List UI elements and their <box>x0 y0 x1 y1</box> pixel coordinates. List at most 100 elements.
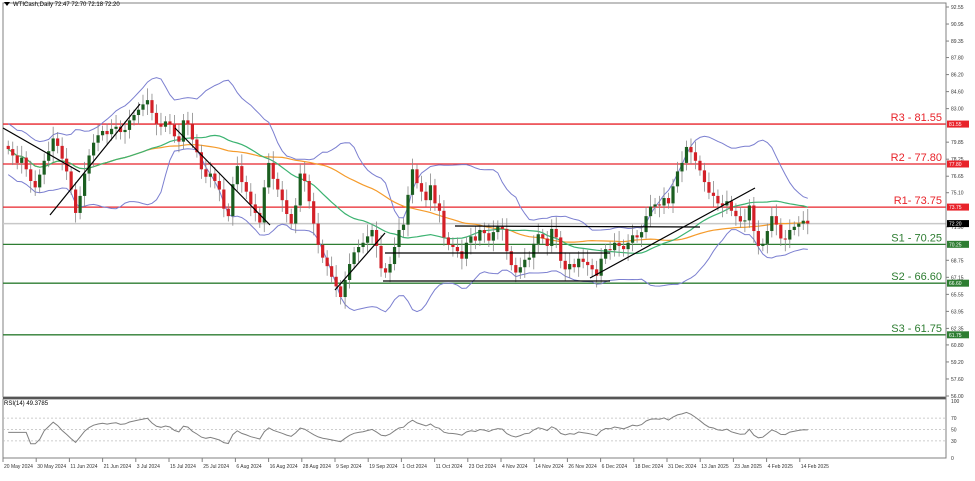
trendline[interactable] <box>334 232 386 291</box>
current-price-tag-text: 72.20 <box>949 222 962 228</box>
candle-body <box>806 220 810 224</box>
trendline[interactable] <box>174 127 271 226</box>
level-label-s3: S3 - 61.75 <box>891 323 942 335</box>
candle-body <box>424 191 428 201</box>
candle-body <box>69 171 73 190</box>
candle-body <box>626 242 630 250</box>
candle-body <box>312 201 316 224</box>
candle-body <box>150 100 154 113</box>
x-axis-label: 11 Jun 2024 <box>70 464 97 470</box>
trendline[interactable] <box>2 127 81 173</box>
candle-body <box>514 265 518 273</box>
candle-body <box>244 182 248 192</box>
candle-body <box>509 251 513 266</box>
candle-body <box>208 173 212 177</box>
candle-body <box>523 259 527 268</box>
candle-body <box>770 216 774 232</box>
collapse-triangle-icon[interactable] <box>4 2 10 7</box>
candle-body <box>711 192 716 196</box>
y-axis-label: 60.80 <box>951 343 964 349</box>
candle-body <box>469 236 473 243</box>
candle-body <box>87 155 91 174</box>
candle-body <box>222 189 226 209</box>
candle-body <box>199 152 203 170</box>
candle-body <box>96 135 100 143</box>
candle-body <box>428 185 433 201</box>
candle-body <box>550 228 554 246</box>
candle-body <box>752 205 756 232</box>
candle-body <box>159 123 163 127</box>
candle-body <box>639 232 644 238</box>
candle-body <box>635 235 639 238</box>
candle-body <box>559 237 563 261</box>
x-axis-label: 23 Jan 2025 <box>734 464 762 470</box>
candle-body <box>15 155 19 163</box>
x-axis-label: 31 Dec 2024 <box>668 464 697 470</box>
rsi-axis-label: 70 <box>951 416 957 422</box>
moving-average-fast <box>7 134 808 255</box>
candle-body <box>581 258 585 262</box>
candle-body <box>352 252 356 265</box>
x-axis-label: 30 May 2024 <box>37 464 66 470</box>
candle-body <box>267 162 271 188</box>
candle-body <box>195 139 199 153</box>
candle-body <box>657 204 662 206</box>
x-axis-label: 14 Nov 2024 <box>535 464 564 470</box>
candle-body <box>91 142 96 156</box>
candle-body <box>78 195 82 213</box>
y-axis-label: 83.00 <box>951 107 964 113</box>
y-axis-label: 62.35 <box>951 326 964 332</box>
candle-body <box>541 234 545 239</box>
level-price-tag <box>947 160 969 168</box>
candle-body <box>554 228 558 238</box>
candle-body <box>154 112 159 124</box>
trendline[interactable] <box>454 225 701 228</box>
candle-body <box>118 126 123 133</box>
candle-body <box>630 235 635 243</box>
candle-body <box>339 286 343 298</box>
x-axis-label: 21 Jun 2024 <box>104 464 132 470</box>
candle-body <box>747 205 751 221</box>
candle-body <box>464 242 468 259</box>
candle-body <box>365 236 370 243</box>
candle-body <box>303 173 307 182</box>
candle-body <box>38 174 42 188</box>
level-price-tag <box>947 120 969 128</box>
candle-body <box>172 124 177 137</box>
candle-body <box>276 178 280 190</box>
candle-body <box>734 210 738 217</box>
candle-body <box>127 120 132 130</box>
bollinger-lower-band <box>7 148 808 313</box>
y-axis-label: 68.75 <box>951 258 964 264</box>
candle-body <box>20 157 24 163</box>
candle-body <box>662 198 666 206</box>
candle-body <box>334 276 338 287</box>
candle-body <box>271 162 275 179</box>
rsi-axis-label: 100 <box>951 399 960 405</box>
candle-body <box>298 173 302 206</box>
y-axis-label: 76.65 <box>951 174 964 180</box>
candle-body <box>289 214 293 224</box>
candle-body <box>168 121 172 125</box>
candle-body <box>446 237 451 245</box>
x-axis-label: 28 Aug 2024 <box>303 464 331 470</box>
level-price-tag-text: 81.55 <box>949 122 962 128</box>
level-label-s2: S2 - 66.60 <box>891 271 942 283</box>
y-axis-label: 84.60 <box>951 90 964 96</box>
candle-body <box>181 120 186 142</box>
trendline[interactable] <box>49 103 141 216</box>
candle-body <box>473 236 477 241</box>
candle-body <box>774 216 778 225</box>
candle-body <box>343 279 347 298</box>
trendline[interactable] <box>589 187 756 279</box>
y-axis-label: 86.20 <box>951 73 964 79</box>
candle-body <box>617 242 621 246</box>
x-axis-label: 26 Nov 2024 <box>568 464 597 470</box>
candle-body <box>388 264 392 273</box>
candle-body <box>478 229 482 241</box>
y-axis-label: 79.85 <box>951 140 964 146</box>
candle-body <box>186 120 190 124</box>
x-axis-label: 1 Oct 2024 <box>402 464 427 470</box>
candle-body <box>235 166 239 185</box>
